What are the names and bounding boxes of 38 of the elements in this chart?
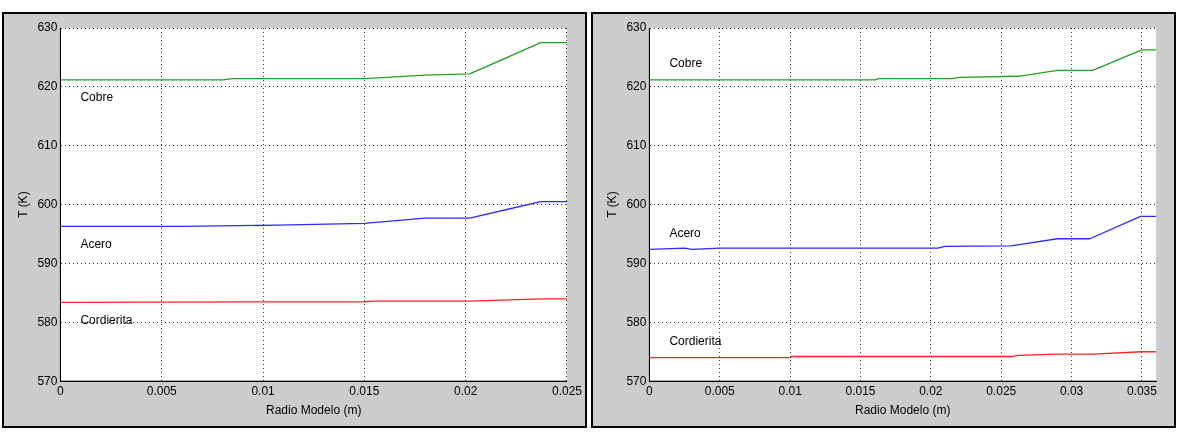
y-tick-label: 570 [626, 373, 647, 388]
x-tick-label: 0.015 [349, 383, 380, 398]
x-axis-title: Radio Modelo (m) [266, 403, 362, 418]
x-tick-label: 0.01 [778, 383, 803, 398]
y-tick-label: 610 [37, 138, 58, 153]
y-tick-label: 580 [626, 314, 647, 329]
series-label: Acero [80, 236, 113, 251]
x-tick-label: 0.015 [845, 383, 876, 398]
y-tick-label: 630 [37, 20, 58, 35]
series-label: Cordierita [80, 312, 133, 327]
x-tick-label: 0.005 [146, 383, 178, 398]
x-tick-label: 0 [646, 383, 654, 398]
x-tick-label: 0.035 [1126, 383, 1158, 398]
series-label: Cobre [669, 56, 703, 71]
y-tick-label: 600 [626, 196, 647, 211]
series-label: Cobre [80, 90, 114, 105]
x-tick-label: 0.03 [1059, 383, 1084, 398]
x-tick-label: 0 [57, 383, 65, 398]
x-tick-label: 0.02 [453, 383, 478, 398]
y-axis-title: T (K) [604, 191, 619, 218]
y-tick-label: 620 [626, 79, 647, 94]
y-tick-label: 590 [626, 255, 647, 270]
y-tick-label: 600 [37, 196, 58, 211]
x-tick-label: 0.025 [986, 383, 1017, 398]
x-tick-label: 0.005 [704, 383, 736, 398]
y-tick-label: 620 [37, 79, 58, 94]
x-tick-label: 0.01 [251, 383, 276, 398]
y-tick-label: 590 [37, 255, 58, 270]
x-axis-title: Radio Modelo (m) [855, 403, 951, 418]
y-tick-label: 570 [37, 373, 58, 388]
series-label: Cordierita [669, 333, 722, 348]
y-tick-label: 630 [626, 20, 647, 35]
y-tick-label: 610 [626, 138, 647, 153]
series-label: Acero [669, 225, 702, 240]
x-tick-label: 0.025 [551, 383, 583, 398]
x-tick-label: 0.02 [919, 383, 943, 398]
y-tick-label: 580 [37, 314, 58, 329]
y-axis-title: T (K) [15, 191, 30, 218]
